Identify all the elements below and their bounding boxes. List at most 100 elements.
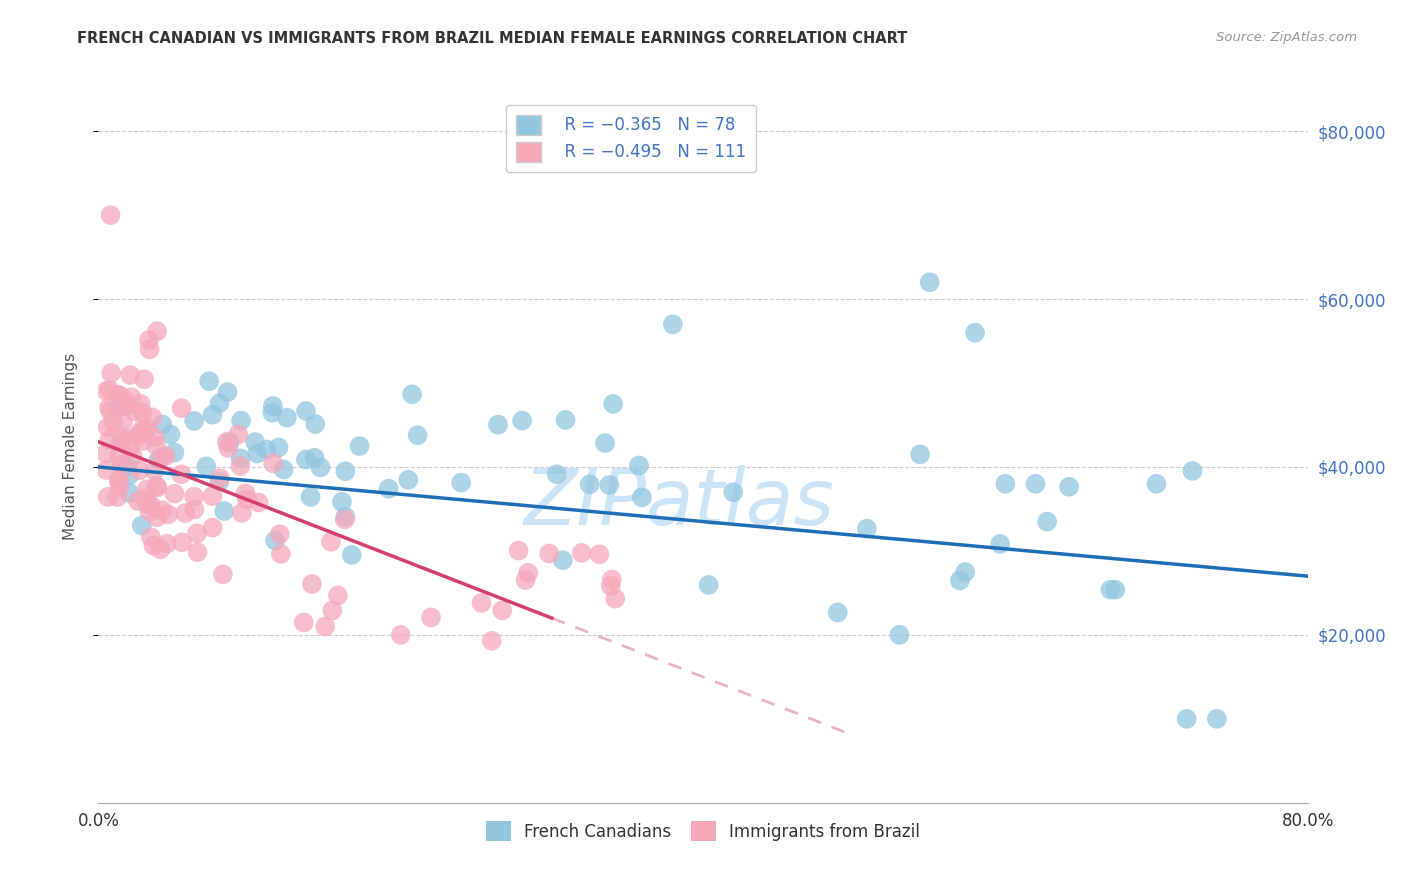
Point <box>146 324 169 338</box>
Point <box>538 546 561 560</box>
Point <box>450 475 472 490</box>
Point <box>156 536 179 550</box>
Point <box>136 482 159 496</box>
Point <box>304 417 326 431</box>
Point <box>256 442 278 457</box>
Point <box>155 449 177 463</box>
Point <box>201 408 224 422</box>
Point <box>217 385 239 400</box>
Point <box>146 480 169 494</box>
Point <box>132 425 155 439</box>
Point <box>546 467 568 482</box>
Point <box>114 394 136 409</box>
Point <box>136 496 159 510</box>
Point <box>195 459 218 474</box>
Point <box>138 343 160 357</box>
Point <box>103 415 125 429</box>
Point <box>229 458 252 473</box>
Point <box>157 508 180 522</box>
Point <box>107 490 129 504</box>
Point <box>602 397 624 411</box>
Point <box>1024 476 1046 491</box>
Point <box>470 596 492 610</box>
Point <box>115 399 138 413</box>
Point <box>163 486 186 500</box>
Point <box>143 430 166 444</box>
Point <box>955 565 977 579</box>
Point <box>1181 464 1204 478</box>
Point <box>295 452 318 467</box>
Point <box>198 374 221 388</box>
Point <box>183 490 205 504</box>
Point <box>131 405 153 419</box>
Point <box>588 547 610 561</box>
Point <box>214 504 236 518</box>
Point <box>229 414 252 428</box>
Point <box>319 534 342 549</box>
Point <box>97 420 120 434</box>
Text: FRENCH CANADIAN VS IMMIGRANTS FROM BRAZIL MEDIAN FEMALE EARNINGS CORRELATION CHA: FRENCH CANADIAN VS IMMIGRANTS FROM BRAZI… <box>77 31 908 46</box>
Text: Source: ZipAtlas.com: Source: ZipAtlas.com <box>1216 31 1357 45</box>
Point <box>326 589 349 603</box>
Point <box>262 399 284 413</box>
Point <box>145 479 167 493</box>
Point <box>264 533 287 548</box>
Point <box>201 521 224 535</box>
Point <box>215 434 238 449</box>
Point <box>262 406 284 420</box>
Point <box>122 449 145 463</box>
Point <box>627 458 650 473</box>
Point <box>98 404 121 418</box>
Point <box>949 574 972 588</box>
Point <box>401 387 423 401</box>
Point <box>486 417 509 432</box>
Point <box>908 447 931 461</box>
Point <box>150 503 173 517</box>
Point <box>170 535 193 549</box>
Point <box>208 471 231 485</box>
Point <box>269 527 291 541</box>
Point <box>1104 582 1126 597</box>
Point <box>108 473 131 487</box>
Point <box>141 410 163 425</box>
Point <box>1057 480 1080 494</box>
Point <box>96 463 118 477</box>
Point <box>965 326 987 340</box>
Point <box>150 450 173 465</box>
Point <box>247 495 270 509</box>
Point <box>170 467 193 482</box>
Point <box>226 427 249 442</box>
Point <box>321 603 343 617</box>
Point <box>856 522 879 536</box>
Point <box>918 275 941 289</box>
Point <box>111 416 134 430</box>
Point <box>118 468 141 483</box>
Point <box>149 542 172 557</box>
Point <box>246 446 269 460</box>
Point <box>163 445 186 459</box>
Point <box>827 606 849 620</box>
Point <box>330 495 353 509</box>
Point <box>186 545 208 559</box>
Point <box>128 463 150 477</box>
Point <box>107 388 129 402</box>
Point <box>114 399 136 413</box>
Point <box>723 485 745 500</box>
Point <box>510 413 533 427</box>
Point <box>96 384 118 398</box>
Point <box>889 628 911 642</box>
Point <box>231 506 253 520</box>
Point <box>118 441 141 455</box>
Point <box>270 547 292 561</box>
Point <box>218 435 240 450</box>
Point <box>120 368 142 382</box>
Point <box>292 615 315 630</box>
Point <box>159 427 181 442</box>
Point <box>98 401 121 415</box>
Point <box>1144 476 1167 491</box>
Point <box>107 401 129 415</box>
Point <box>314 619 336 633</box>
Point <box>127 494 149 508</box>
Point <box>112 430 135 444</box>
Point <box>208 475 231 489</box>
